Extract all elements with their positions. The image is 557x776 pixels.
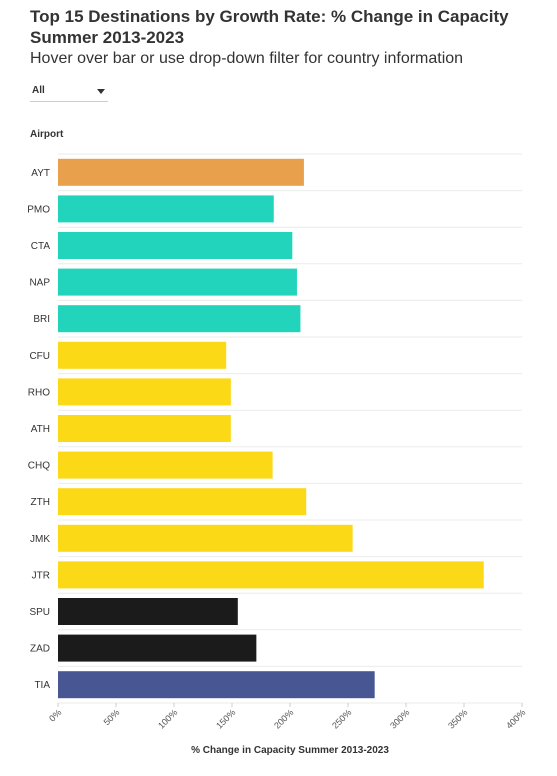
bar-spu[interactable] xyxy=(58,598,238,625)
chart-title: Top 15 Destinations by Growth Rate: % Ch… xyxy=(30,7,509,47)
category-label-zad: ZAD xyxy=(30,644,50,655)
x-tick-label: 150% xyxy=(214,707,237,730)
x-axis-title: % Change in Capacity Summer 2013-2023 xyxy=(191,745,389,756)
bar-chq[interactable] xyxy=(58,451,273,479)
bar-bri[interactable] xyxy=(58,305,301,333)
y-axis-title: Airport xyxy=(30,129,64,140)
bar-ath[interactable] xyxy=(58,415,231,442)
bar-cta[interactable] xyxy=(58,232,293,259)
category-label-jtr: JTR xyxy=(32,570,50,581)
bar-jtr[interactable] xyxy=(58,561,484,589)
category-label-ath: ATH xyxy=(31,424,50,435)
category-label-nap: NAP xyxy=(29,278,50,289)
bar-cfu[interactable] xyxy=(58,341,227,369)
bar-pmo[interactable] xyxy=(58,195,274,223)
category-label-ayt: AYT xyxy=(31,168,50,179)
bar-jmk[interactable] xyxy=(58,524,353,552)
bar-tia[interactable] xyxy=(58,671,375,699)
category-label-spu: SPU xyxy=(29,607,50,618)
x-tick-label: 400% xyxy=(504,707,527,730)
chart-subtitle: Hover over bar or use drop-down filter f… xyxy=(30,50,464,67)
bar-rho[interactable] xyxy=(58,378,231,406)
category-label-bri: BRI xyxy=(33,314,50,325)
x-tick-label: 100% xyxy=(156,707,179,730)
chevron-down-icon[interactable] xyxy=(97,89,105,94)
filter-selected-value: All xyxy=(32,85,45,96)
category-label-chq: CHQ xyxy=(28,461,50,472)
category-label-cfu: CFU xyxy=(29,351,50,362)
x-tick-label: 50% xyxy=(102,707,122,727)
bar-ayt[interactable] xyxy=(58,158,304,186)
category-label-jmk: JMK xyxy=(30,534,50,545)
category-label-tia: TIA xyxy=(34,680,50,691)
x-tick-label: 350% xyxy=(446,707,469,730)
category-label-cta: CTA xyxy=(31,241,51,252)
bar-nap[interactable] xyxy=(58,268,297,296)
x-tick-label: 300% xyxy=(388,707,411,730)
category-label-rho: RHO xyxy=(28,387,50,398)
x-tick-label: 250% xyxy=(330,707,353,730)
x-tick-label: 0% xyxy=(47,707,63,723)
country-filter-dropdown[interactable]: All xyxy=(30,82,108,102)
bar-zth[interactable] xyxy=(58,488,307,516)
category-label-zth: ZTH xyxy=(31,497,50,508)
bar-zad[interactable] xyxy=(58,634,257,662)
x-tick-label: 200% xyxy=(272,707,295,730)
category-label-pmo: PMO xyxy=(27,204,50,215)
